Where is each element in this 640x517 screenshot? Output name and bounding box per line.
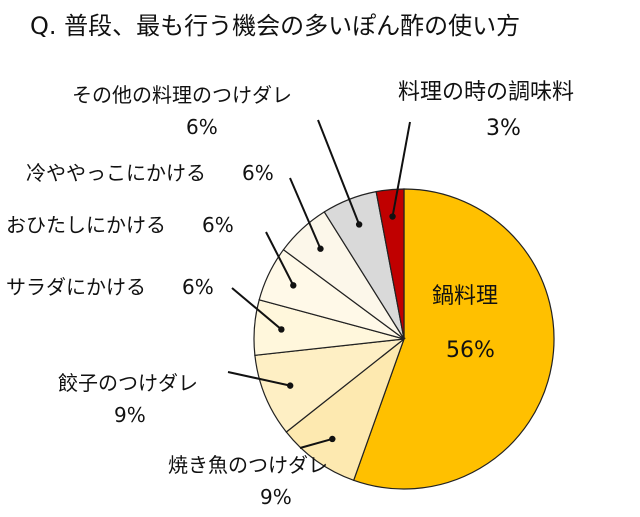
leader-line-yakizakana	[299, 437, 333, 449]
leader-line-ohitashi	[265, 231, 295, 286]
pie-slice-chomiryo	[375, 188, 405, 340]
leader-line-gyoza	[227, 371, 291, 387]
leader-line-salad	[231, 287, 283, 331]
leader-line-sonota	[317, 119, 361, 225]
label-yakizakana: 焼き魚のつけダレ	[168, 453, 328, 477]
pie-slice-gyoza	[254, 338, 407, 433]
leader-dot-gyoza	[286, 382, 294, 389]
leader-dot-hiyayakko	[317, 245, 324, 252]
value-ohitashi: 6%	[202, 213, 234, 237]
pie-slice-yakizakana	[285, 337, 406, 482]
label-nabe: 鍋料理	[432, 284, 499, 309]
leader-dot-sonota	[355, 221, 363, 228]
label-hiyayakko: 冷ややっこにかける	[26, 161, 206, 185]
label-sonota: その他の料理のつけダレ	[72, 83, 292, 107]
value-chomiryo: 3%	[486, 116, 521, 141]
leader-dot-salad	[278, 326, 285, 333]
value-yakizakana: 9%	[260, 485, 292, 509]
label-ohitashi: おひたしにかける	[6, 213, 166, 237]
leader-line-chomiryo	[391, 121, 411, 217]
value-hiyayakko: 6%	[242, 161, 274, 185]
label-gyoza: 餃子のつけダレ	[58, 371, 198, 395]
label-chomiryo: 料理の時の調味料	[398, 80, 575, 105]
leader-line-hiyayakko	[289, 177, 322, 250]
leader-dot-ohitashi	[290, 282, 297, 289]
pie-slice-nabe	[352, 188, 555, 490]
label-salad: サラダにかける	[6, 275, 146, 299]
value-sonota: 6%	[186, 115, 218, 139]
value-gyoza: 9%	[114, 403, 146, 427]
leader-dot-chomiryo	[389, 213, 396, 220]
value-salad: 6%	[182, 275, 214, 299]
value-nabe: 56%	[446, 338, 495, 363]
leader-dot-yakizakana	[329, 435, 336, 443]
chart-title: Q. 普段、最も行う機会の多いぽん酢の使い方	[30, 12, 521, 40]
